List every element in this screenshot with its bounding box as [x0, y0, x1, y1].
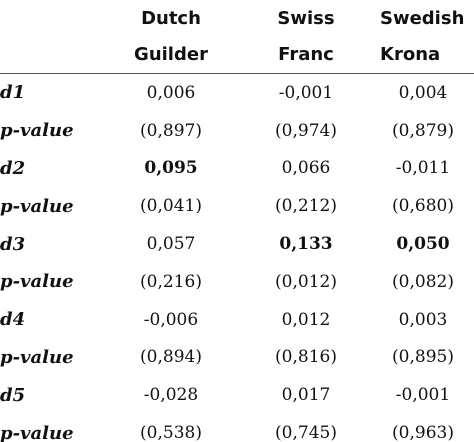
- cell-swedish: (0,963): [392, 423, 454, 442]
- table-header: Dutch Swiss Swedish Guilder Franc Krona: [0, 0, 474, 74]
- cell-swiss: 0,066: [281, 158, 331, 179]
- cell-swedish: 0,003: [398, 309, 448, 330]
- cell-dutch: 0,057: [146, 234, 196, 255]
- table-body: d1 0,006 -0,001 0,004 p-value (0,897) (0…: [0, 74, 474, 442]
- row-label: d3: [0, 233, 26, 255]
- cell-dutch: 0,095: [144, 158, 198, 179]
- row-label: d2: [0, 157, 26, 179]
- row-label: d4: [0, 309, 26, 331]
- cell-dutch: (0,894): [140, 347, 202, 368]
- table-row: d5 -0,028 0,017 -0,001: [0, 376, 474, 414]
- cell-dutch: -0,006: [143, 309, 199, 330]
- row-label: d1: [0, 82, 26, 104]
- cell-swedish: -0,001: [395, 385, 451, 406]
- row-label: p-value: [0, 422, 74, 442]
- cell-swiss: (0,012): [275, 271, 337, 292]
- cell-swedish: 0,050: [396, 234, 450, 255]
- cell-swiss: -0,001: [278, 82, 334, 103]
- cell-swedish: (0,680): [392, 196, 454, 217]
- header-swedish: Swedish: [380, 7, 465, 29]
- cell-swiss: 0,133: [279, 234, 333, 255]
- cell-dutch: 0,006: [146, 82, 196, 103]
- table-row: d4 -0,006 0,012 0,003: [0, 301, 474, 339]
- header-corner-2: [0, 36, 102, 74]
- table-row: d3 0,057 0,133 0,050: [0, 225, 474, 263]
- table-row: p-value (0,216) (0,012) (0,082): [0, 263, 474, 301]
- cell-dutch: (0,897): [140, 120, 202, 141]
- row-label: p-value: [0, 346, 74, 368]
- header-krona: Krona: [380, 44, 441, 65]
- header-guilder: Guilder: [134, 44, 208, 65]
- header-dutch: Dutch: [141, 7, 201, 29]
- cell-dutch: (0,216): [140, 271, 202, 292]
- cell-swiss: (0,974): [275, 120, 337, 141]
- cell-swiss: 0,017: [281, 385, 331, 406]
- row-label: p-value: [0, 195, 74, 217]
- cell-dutch: (0,538): [140, 423, 202, 442]
- cell-swedish: (0,879): [392, 120, 454, 141]
- table-row: d1 0,006 -0,001 0,004: [0, 74, 474, 112]
- cell-swedish: 0,004: [398, 82, 448, 103]
- table-row: d2 0,095 0,066 -0,011: [0, 150, 474, 188]
- header-corner: [0, 0, 102, 36]
- row-label: p-value: [0, 271, 74, 293]
- cell-swedish: (0,082): [392, 271, 454, 292]
- cell-dutch: (0,041): [140, 196, 202, 217]
- cell-swiss: (0,212): [275, 196, 337, 217]
- table-row: p-value (0,894) (0,816) (0,895): [0, 339, 474, 377]
- table-row: p-value (0,538) (0,745) (0,963): [0, 414, 474, 442]
- cell-dutch: -0,028: [143, 385, 199, 406]
- table-row: p-value (0,041) (0,212) (0,680): [0, 187, 474, 225]
- cell-swiss: (0,816): [275, 347, 337, 368]
- header-row-2: Guilder Franc Krona: [0, 36, 474, 74]
- row-label: p-value: [0, 120, 74, 142]
- header-row-1: Dutch Swiss Swedish: [0, 0, 474, 36]
- cell-swiss: (0,745): [275, 423, 337, 442]
- cell-swiss: 0,012: [281, 309, 331, 330]
- cell-swedish: -0,011: [395, 158, 451, 179]
- header-franc: Franc: [278, 44, 334, 65]
- header-swiss: Swiss: [277, 7, 335, 29]
- cell-swedish: (0,895): [392, 347, 454, 368]
- row-label: d5: [0, 384, 26, 406]
- table-row: p-value (0,897) (0,974) (0,879): [0, 112, 474, 150]
